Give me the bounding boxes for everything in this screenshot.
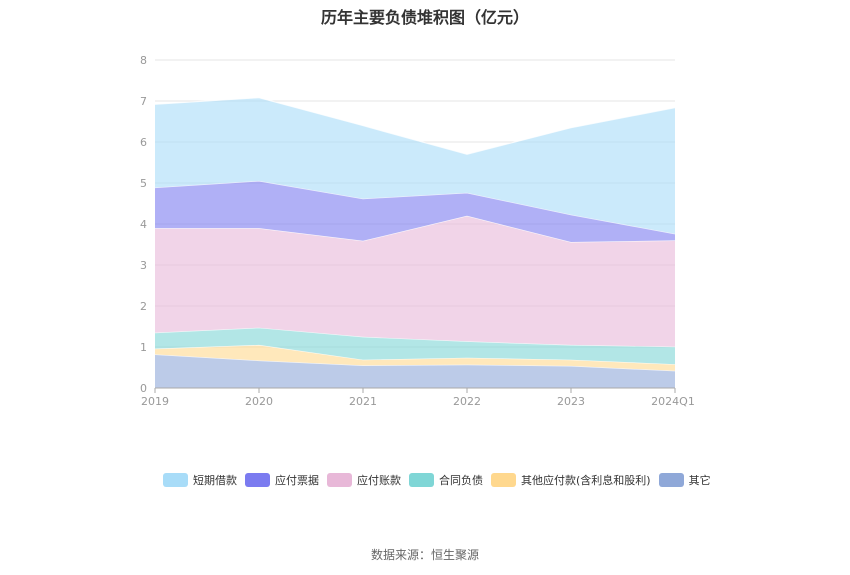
x-tick-label: 2020: [245, 395, 273, 408]
legend-item[interactable]: 应付账款: [327, 472, 401, 488]
legend-item[interactable]: 合同负债: [409, 472, 483, 488]
x-tick-label: 2021: [349, 395, 377, 408]
y-tick-label: 8: [140, 54, 147, 67]
data-source-note: 数据来源：恒生聚源: [370, 548, 479, 562]
area-其它: [155, 354, 675, 388]
y-tick-label: 6: [140, 136, 147, 149]
y-tick-label: 3: [140, 259, 147, 272]
area-应付账款: [155, 215, 675, 347]
legend-label: 短期借款: [193, 474, 237, 487]
legend-swatch: [658, 473, 684, 487]
area-应付票据: [155, 180, 675, 242]
y-tick-label: 0: [140, 382, 147, 395]
x-tick-label: 2019: [141, 395, 169, 408]
x-tick-label: 2023: [557, 395, 585, 408]
y-tick-label: 4: [140, 218, 147, 231]
x-tick-label: 2024Q1: [651, 395, 695, 408]
area-top-line: [154, 97, 676, 155]
y-tick-label: 7: [140, 95, 147, 108]
area-其他应付款(含利息和股利): [155, 344, 675, 371]
legend-swatch: [245, 473, 270, 487]
legend-item[interactable]: 短期借款: [163, 472, 237, 488]
legend-swatch: [327, 473, 352, 487]
y-tick-label: 1: [140, 341, 147, 354]
legend-label: 其他应付款(含利息和股利): [521, 474, 651, 487]
legend-item[interactable]: 应付票据: [245, 472, 319, 488]
legend-item[interactable]: 其它: [658, 472, 711, 488]
legend-label: 合同负债: [439, 474, 483, 487]
legend-label: 应付账款: [357, 474, 401, 487]
y-tick-label: 2: [140, 300, 147, 313]
legend-swatch: [491, 473, 516, 487]
area-合同负债: [155, 327, 675, 365]
legend-label: 其它: [688, 474, 711, 487]
area-短期借款: [155, 97, 675, 234]
chart-title: 历年主要负债堆积图（亿元）: [320, 8, 529, 27]
legend-item[interactable]: 其他应付款(含利息和股利): [491, 472, 651, 488]
x-tick-label: 2022: [453, 395, 481, 408]
stacked-area-chart: 0 1 2 3 4 5 6 7 8 2019 2020 2021 2022 2023 2024Q1: [140, 54, 695, 408]
legend-swatch: [163, 473, 188, 487]
legend-label: 应付票据: [275, 474, 319, 487]
axes: 0 1 2 3 4 5 6 7 8 2019 2020 2021 2022 2023 2024Q1: [140, 54, 695, 408]
legend-swatch: [409, 473, 434, 487]
chart-legend: 短期借款 应付票据 应付账款 合同负债 其他应付款(含利息和股利) 其它: [163, 472, 723, 496]
area-series-layer: [154, 97, 676, 388]
y-tick-label: 5: [140, 177, 147, 190]
